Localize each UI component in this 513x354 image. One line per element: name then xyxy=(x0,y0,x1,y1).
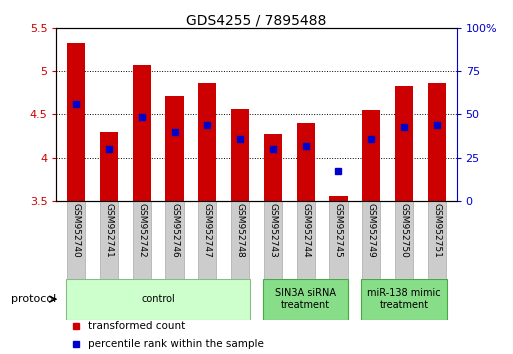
Bar xyxy=(297,201,314,279)
Bar xyxy=(362,110,380,201)
Text: GSM952744: GSM952744 xyxy=(301,203,310,258)
Text: GSM952751: GSM952751 xyxy=(432,203,441,258)
Text: GSM952749: GSM952749 xyxy=(367,203,376,258)
Title: GDS4255 / 7895488: GDS4255 / 7895488 xyxy=(186,13,327,27)
Bar xyxy=(166,96,184,201)
Bar xyxy=(199,82,216,201)
Text: GSM952740: GSM952740 xyxy=(72,203,81,258)
Bar xyxy=(263,279,348,320)
Bar xyxy=(133,65,151,201)
Bar xyxy=(395,201,413,279)
Bar xyxy=(166,201,184,279)
Text: percentile rank within the sample: percentile rank within the sample xyxy=(88,339,264,349)
Bar xyxy=(67,201,85,279)
Text: GSM952750: GSM952750 xyxy=(400,203,408,258)
Bar xyxy=(231,109,249,201)
Bar xyxy=(362,201,380,279)
Text: SIN3A siRNA
treatment: SIN3A siRNA treatment xyxy=(275,289,336,310)
Bar xyxy=(428,201,446,279)
Text: control: control xyxy=(141,294,175,304)
Bar xyxy=(199,201,216,279)
Bar xyxy=(395,86,413,201)
Bar xyxy=(133,201,151,279)
Text: miR-138 mimic
treatment: miR-138 mimic treatment xyxy=(367,289,441,310)
Bar xyxy=(329,195,347,201)
Bar xyxy=(231,201,249,279)
Bar xyxy=(297,123,314,201)
Text: protocol: protocol xyxy=(11,294,56,304)
Bar xyxy=(100,132,118,201)
Bar xyxy=(66,279,250,320)
Bar xyxy=(264,201,282,279)
Text: GSM952742: GSM952742 xyxy=(137,203,146,258)
Text: GSM952746: GSM952746 xyxy=(170,203,179,258)
Text: GSM952741: GSM952741 xyxy=(105,203,113,258)
Bar xyxy=(428,82,446,201)
Bar xyxy=(329,201,347,279)
Text: transformed count: transformed count xyxy=(88,321,186,331)
Text: GSM952745: GSM952745 xyxy=(334,203,343,258)
Text: GSM952743: GSM952743 xyxy=(268,203,278,258)
Bar xyxy=(264,134,282,201)
Bar xyxy=(100,201,118,279)
Text: GSM952747: GSM952747 xyxy=(203,203,212,258)
Bar xyxy=(67,43,85,201)
Text: GSM952748: GSM952748 xyxy=(235,203,245,258)
Bar xyxy=(361,279,447,320)
